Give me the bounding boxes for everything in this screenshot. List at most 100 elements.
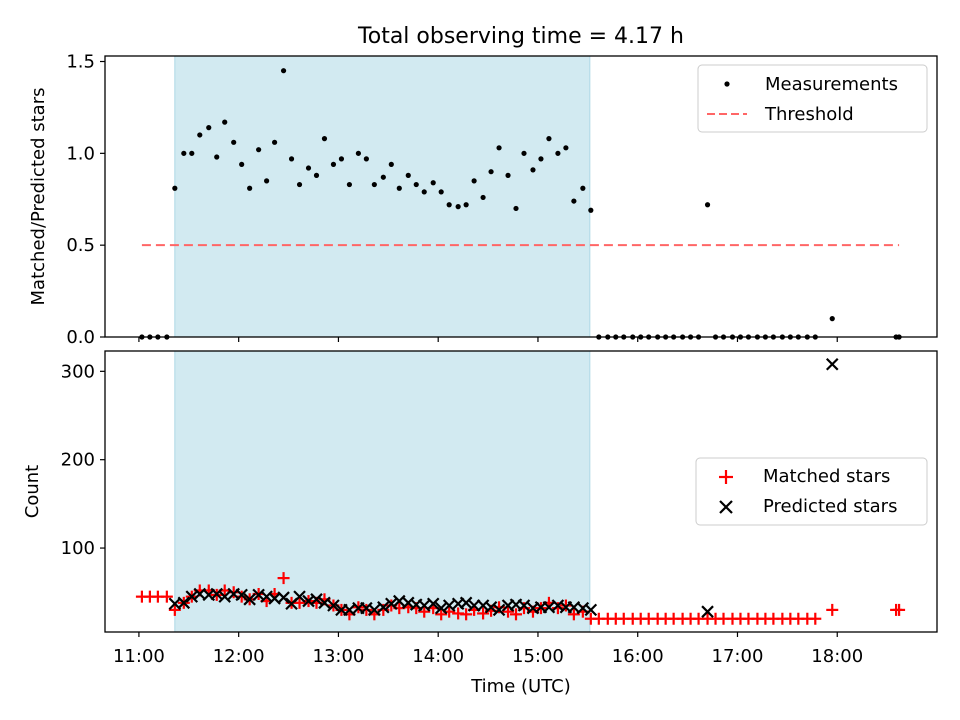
top-observing-window-shade — [174, 55, 591, 338]
bottom-legend: Matched stars Predicted stars — [695, 457, 928, 526]
top-y-tick-label: 1.0 — [66, 143, 95, 164]
measurement-point — [214, 154, 220, 160]
legend-measurements-marker — [724, 81, 730, 87]
matched-star-point — [502, 605, 515, 618]
measurement-point — [555, 150, 561, 156]
predicted-star-point — [327, 599, 340, 612]
measurement-point — [197, 132, 203, 138]
observing-window-span — [174, 350, 591, 633]
x-axis-label: Time (UTC) — [470, 676, 571, 697]
predicted-star-point — [434, 601, 448, 615]
matched-star-point — [277, 572, 290, 585]
matched-star-point — [168, 603, 181, 616]
x-tick-label: 18:00 — [811, 646, 863, 667]
measurement-point — [288, 156, 295, 162]
predicted-star-point — [584, 603, 598, 617]
top-y-tick-label: 0.5 — [66, 235, 95, 256]
measurement-point — [363, 156, 369, 162]
predicted-star-point — [293, 590, 306, 603]
measurement-point — [380, 174, 386, 180]
bottom-y-axis-label: Count — [22, 465, 43, 518]
measurement-point — [430, 180, 436, 186]
x-tick-label: 17:00 — [712, 646, 764, 667]
predicted-star-point — [218, 590, 231, 603]
measurement-point — [280, 68, 287, 74]
measurement-point — [421, 189, 427, 195]
matched-star-point — [826, 603, 839, 616]
predicted-star-point — [368, 603, 381, 617]
measurement-point — [371, 181, 377, 188]
top-x-ticks — [138, 337, 838, 342]
top-y-tick-label: 0.0 — [66, 327, 95, 348]
legend-predicted-label: Predicted stars — [763, 496, 897, 517]
top-legend: Measurements Threshold — [697, 64, 928, 133]
measurement-point — [480, 194, 486, 201]
legend-measurements-label: Measurements — [765, 74, 898, 95]
measurement-point — [405, 172, 411, 178]
measurement-point — [313, 172, 320, 178]
bottom-legend-box — [695, 457, 928, 526]
measurement-point — [471, 178, 477, 184]
legend-matched-marker — [719, 470, 733, 484]
measurement-point — [247, 185, 253, 191]
matched-star-point — [510, 608, 523, 621]
predicted-star-point — [467, 599, 481, 612]
legend-threshold-label: Threshold — [764, 104, 854, 125]
predicted-star-point — [318, 596, 331, 610]
matched-star-point — [293, 596, 306, 609]
matched-star-point — [477, 607, 490, 620]
legend-matched-label: Matched stars — [763, 466, 890, 487]
bottom-panel: 11:00 12:00 13:00 14:00 15:00 16:00 17:00 18:00… — [22, 350, 938, 697]
bottom-y-tick-label: 200 — [61, 450, 95, 471]
top-y-tick-label: 1.5 — [66, 52, 95, 73]
measurement-point — [563, 145, 569, 151]
measurement-point — [222, 119, 228, 125]
predicted-star-point — [235, 588, 248, 602]
predicted-star-point — [377, 600, 390, 614]
measurement-point — [231, 139, 237, 145]
legend-predicted-marker — [719, 500, 733, 514]
bottom-x-ticks: 11:00 12:00 13:00 14:00 15:00 16:00 17:00 18:00 — [113, 632, 863, 667]
predicted-star-point — [484, 600, 498, 614]
measurement-point — [588, 207, 594, 213]
measurement-point — [264, 178, 270, 184]
measurement-point — [321, 136, 328, 142]
measurement-point — [438, 189, 444, 195]
measurement-point — [496, 145, 502, 151]
bottom-y-tick-label: 300 — [61, 361, 95, 382]
measurement-point — [396, 185, 402, 191]
measurement-point — [546, 136, 552, 142]
measurement-point — [271, 139, 278, 145]
measurement-point — [538, 156, 544, 162]
measurement-point — [488, 169, 494, 175]
predicted-stars-points — [168, 357, 839, 618]
predicted-star-point — [310, 593, 323, 606]
measurement-point — [829, 316, 835, 322]
predicted-star-point — [517, 599, 531, 612]
observing-window-span — [174, 55, 591, 338]
measurement-point — [571, 198, 577, 204]
top-axes-frame — [104, 55, 938, 338]
measurement-point — [346, 181, 353, 188]
matched-star-point — [559, 599, 572, 612]
measurement-point — [580, 185, 586, 191]
matched-star-point — [160, 590, 173, 603]
measurement-point — [704, 202, 711, 208]
matched-star-point — [435, 608, 448, 621]
bottom-observing-window-shade — [174, 350, 591, 633]
bottom-axes-frame — [104, 350, 938, 633]
predicted-star-point — [185, 590, 199, 603]
x-tick-label: 15:00 — [512, 646, 564, 667]
predicted-star-point — [492, 603, 506, 617]
matched-star-point — [893, 603, 906, 616]
predicted-star-point — [243, 593, 256, 606]
predicted-star-point — [701, 605, 714, 618]
top-y-ticks: 0.0 0.5 1.0 1.5 — [66, 52, 105, 348]
measurement-point — [446, 202, 452, 208]
matched-star-point — [418, 605, 431, 618]
measurement-point — [206, 125, 212, 131]
predicted-star-point — [825, 357, 839, 371]
measurement-point — [239, 161, 245, 167]
predicted-star-point — [459, 596, 473, 610]
